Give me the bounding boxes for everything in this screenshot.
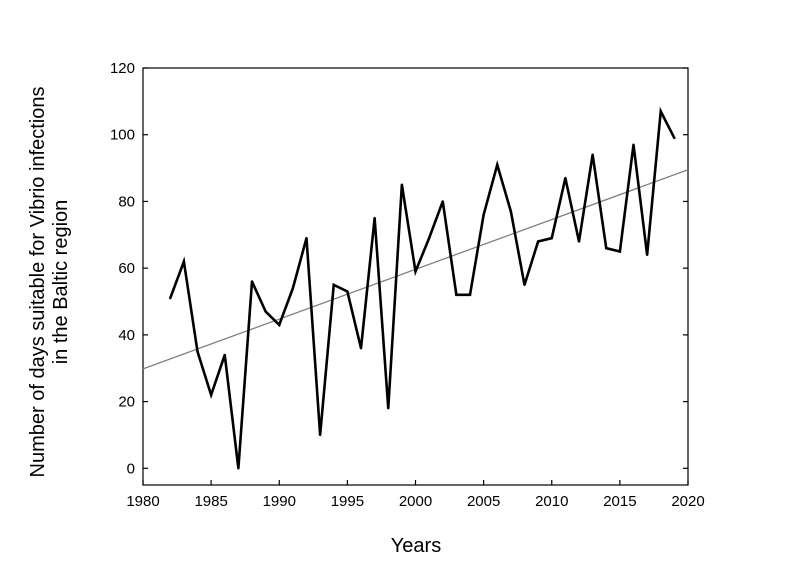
data-point xyxy=(564,176,567,180)
data-point xyxy=(618,250,622,253)
data-point xyxy=(427,236,431,240)
data-point xyxy=(400,183,404,186)
data-point xyxy=(496,163,499,166)
data-point xyxy=(291,286,295,290)
data-point xyxy=(196,350,199,353)
data-point xyxy=(209,393,213,397)
y-tick-label: 120 xyxy=(110,60,135,77)
y-tick-label: 60 xyxy=(118,260,135,277)
data-point xyxy=(346,290,349,293)
data-point xyxy=(278,323,281,327)
y-tick-label: 40 xyxy=(118,327,135,344)
data-point xyxy=(673,136,676,140)
data-point xyxy=(591,153,594,156)
data-point xyxy=(373,216,376,220)
x-tick-label: 1980 xyxy=(126,493,159,510)
y-tick-label: 100 xyxy=(110,127,135,144)
data-point xyxy=(318,433,322,437)
plot-frame xyxy=(142,67,689,486)
data-point xyxy=(441,200,444,203)
y-axis-ticks: 0 20 40 60 80 100 120 xyxy=(110,60,688,477)
data-point xyxy=(550,236,553,240)
x-tick-label: 2015 xyxy=(603,493,636,510)
y-axis-title: Number of days suitable for Vibrio infec… xyxy=(27,87,72,478)
data-point xyxy=(223,353,226,357)
x-tick-label: 2010 xyxy=(535,493,568,510)
x-axis-title: Years xyxy=(391,535,441,557)
y-axis-title-line-1: Number of days suitable for Vibrio infec… xyxy=(27,87,49,478)
data-point xyxy=(536,240,540,243)
data-point xyxy=(264,310,267,313)
y-tick-label: 0 xyxy=(127,460,135,477)
data-point xyxy=(577,240,581,243)
data-point xyxy=(482,213,485,216)
x-tick-label: 2005 xyxy=(467,493,500,510)
data-point xyxy=(455,293,458,297)
data-point xyxy=(387,407,390,410)
data-point xyxy=(182,260,186,263)
data-point xyxy=(468,293,472,297)
y-axis-title-line-2: in the Baltic region xyxy=(50,200,72,365)
x-tick-label: 1985 xyxy=(194,493,227,510)
data-point xyxy=(250,280,254,283)
data-point xyxy=(332,283,335,287)
data-point xyxy=(645,253,649,257)
x-tick-label: 1990 xyxy=(263,493,296,510)
x-tick-label: 2000 xyxy=(399,493,432,510)
x-tick-label: 2020 xyxy=(671,493,704,510)
y-tick-label: 80 xyxy=(118,193,135,210)
data-point xyxy=(305,236,308,240)
data-point xyxy=(237,467,240,470)
series-line xyxy=(169,106,676,469)
data-point xyxy=(359,347,363,350)
data-points xyxy=(169,110,676,470)
data-point xyxy=(605,246,608,250)
x-axis-ticks: 1980 1985 1990 1995 2000 2005 2010 2015 2020 xyxy=(126,480,705,510)
data-point xyxy=(523,283,526,287)
data-point xyxy=(659,110,662,113)
data-point xyxy=(169,296,172,300)
data-point xyxy=(632,143,635,146)
data-point xyxy=(509,210,513,213)
y-tick-label: 20 xyxy=(118,394,135,411)
x-tick-label: 1995 xyxy=(331,493,364,510)
data-point xyxy=(414,270,417,273)
